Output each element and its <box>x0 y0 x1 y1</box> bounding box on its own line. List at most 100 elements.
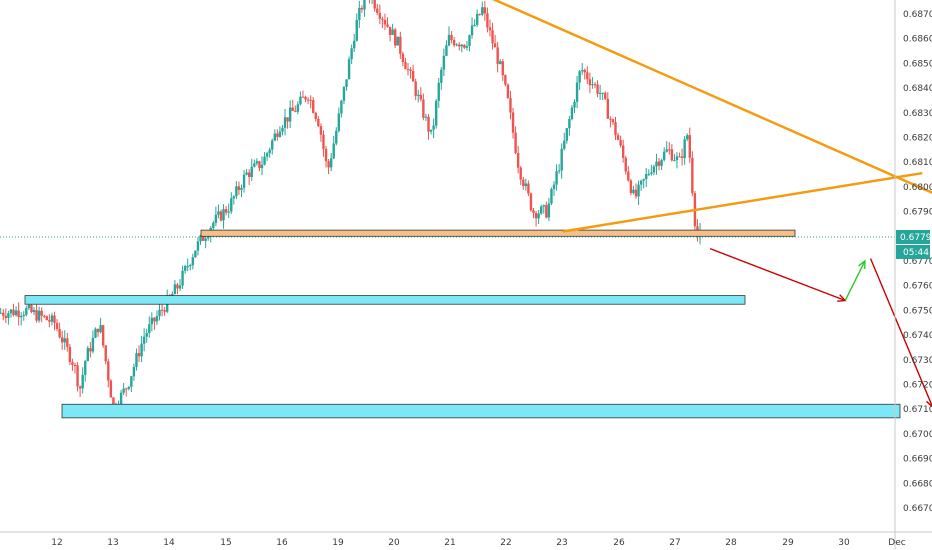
candle <box>101 324 105 348</box>
candle <box>588 72 592 94</box>
candle <box>691 151 694 197</box>
candle <box>332 136 335 160</box>
candle <box>604 91 607 101</box>
candle <box>99 317 102 334</box>
candle <box>422 93 425 121</box>
candle <box>132 363 136 381</box>
candle <box>122 382 125 396</box>
candle <box>0 307 2 314</box>
candle <box>327 159 330 175</box>
time-tick-label: 16 <box>276 538 288 548</box>
candle <box>222 204 225 229</box>
candle <box>32 307 36 316</box>
candle <box>306 97 310 105</box>
candle <box>181 265 184 289</box>
candle <box>96 328 100 337</box>
candles-layer <box>0 0 702 416</box>
candle <box>642 178 645 189</box>
candle <box>434 99 438 129</box>
candle <box>427 114 430 140</box>
candle <box>89 342 92 358</box>
candle <box>76 362 79 392</box>
candle <box>593 81 597 89</box>
candle <box>150 312 154 332</box>
support-zone-1 <box>24 295 746 305</box>
candle <box>598 84 602 101</box>
time-tick-label: Dec <box>888 538 905 548</box>
candle <box>450 31 453 44</box>
candle <box>475 9 479 27</box>
candle <box>652 164 656 176</box>
candle <box>91 330 95 354</box>
candle <box>48 314 51 328</box>
candle <box>393 27 397 49</box>
candle <box>468 34 471 52</box>
candle <box>632 185 635 195</box>
candle <box>294 105 297 113</box>
candle <box>409 66 412 79</box>
candle <box>130 376 133 392</box>
candle <box>186 258 189 272</box>
candle <box>529 192 533 212</box>
candle <box>7 310 10 325</box>
candle <box>304 95 307 103</box>
candle <box>381 16 384 29</box>
candle <box>189 263 192 271</box>
candle <box>591 77 594 89</box>
candle <box>81 367 84 394</box>
candle <box>614 116 617 140</box>
candle <box>219 209 223 222</box>
candle <box>465 40 469 51</box>
candle <box>673 154 676 162</box>
candle <box>45 315 49 321</box>
candle <box>688 127 691 164</box>
candle <box>107 358 110 388</box>
candle <box>504 74 507 87</box>
candle <box>17 302 20 326</box>
candle <box>345 79 348 91</box>
candle <box>255 158 259 166</box>
time-tick-label: 21 <box>444 538 455 548</box>
candle <box>686 133 689 142</box>
candle <box>278 126 282 138</box>
candle <box>4 308 8 324</box>
zones-layer <box>24 229 901 419</box>
candle <box>675 152 679 169</box>
candle <box>137 345 141 363</box>
candle <box>670 144 674 162</box>
candle <box>563 132 566 151</box>
candle <box>524 178 528 191</box>
candle <box>414 78 417 101</box>
candle <box>452 36 456 48</box>
time-axis[interactable]: 12 13 14 15 16 19 20 21 22 23 26 27 28 29 30 Dec <box>51 538 905 548</box>
candle <box>637 180 640 205</box>
candle <box>657 157 661 171</box>
candle <box>196 237 200 256</box>
candle <box>235 181 238 200</box>
candle <box>611 118 615 125</box>
candle <box>386 17 389 28</box>
candle <box>493 34 497 48</box>
time-tick-label: 23 <box>556 538 567 548</box>
time-tick-label: 30 <box>838 538 850 548</box>
triangle-line-0 <box>492 0 932 195</box>
candle <box>660 158 663 170</box>
candle <box>369 0 371 4</box>
current-price-label: 0.67793 <box>900 233 932 243</box>
candle <box>260 156 264 176</box>
candle <box>224 206 228 216</box>
candle <box>371 0 373 4</box>
candle <box>499 58 502 65</box>
candle <box>619 135 622 148</box>
candle <box>140 335 143 363</box>
candle <box>568 116 571 136</box>
time-tick-label: 15 <box>220 538 231 548</box>
candle <box>501 58 504 81</box>
